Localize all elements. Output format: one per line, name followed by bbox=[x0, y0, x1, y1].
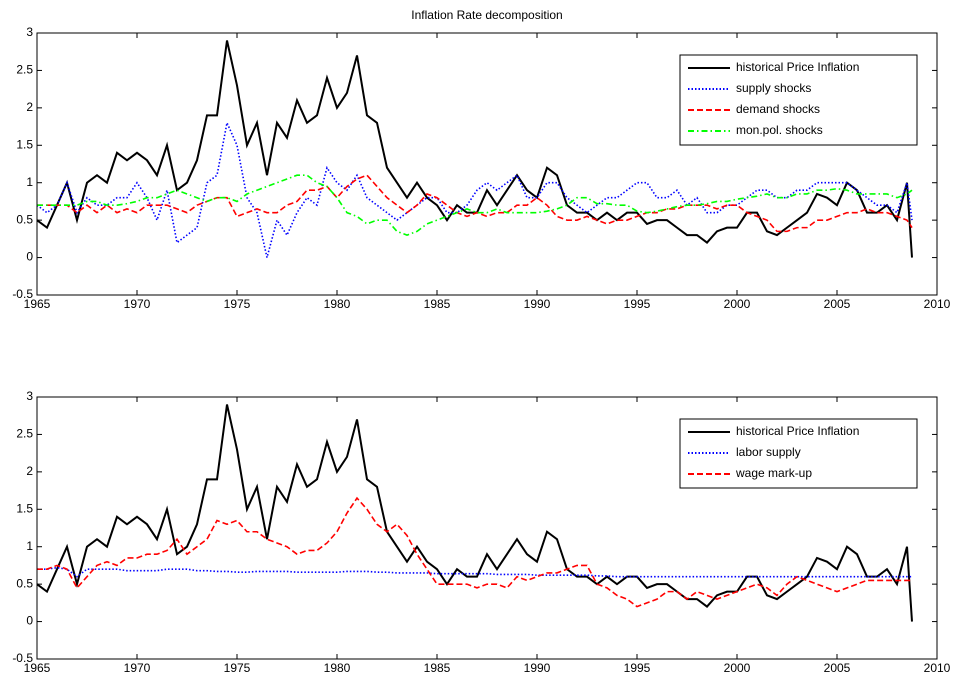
y-tick-label: 1 bbox=[26, 175, 33, 189]
y-tick-label: 2.5 bbox=[16, 63, 33, 77]
x-tick-label: 1975 bbox=[224, 661, 251, 675]
legend-label: labor supply bbox=[736, 445, 801, 459]
x-tick-label: 1980 bbox=[324, 297, 351, 311]
x-tick-label: 2000 bbox=[724, 297, 751, 311]
legend-label: mon.pol. shocks bbox=[736, 123, 823, 137]
y-tick-label: 1.5 bbox=[16, 501, 33, 515]
series-line bbox=[37, 174, 913, 236]
y-tick-label: 3 bbox=[26, 389, 33, 403]
x-tick-label: 1975 bbox=[224, 297, 251, 311]
y-tick-label: 0 bbox=[26, 250, 33, 264]
x-tick-label: 1965 bbox=[24, 297, 51, 311]
legend-label: wage mark-up bbox=[735, 466, 812, 480]
x-tick-label: 2000 bbox=[724, 661, 751, 675]
x-tick-label: 1995 bbox=[624, 297, 651, 311]
x-tick-label: 2010 bbox=[924, 661, 951, 675]
x-tick-label: 1965 bbox=[24, 661, 51, 675]
axes-box bbox=[36, 32, 938, 296]
x-tick-label: 1990 bbox=[524, 297, 551, 311]
legend-label: demand shocks bbox=[736, 102, 820, 116]
y-tick-label: 2.5 bbox=[16, 427, 33, 441]
chart-title: Inflation Rate decomposition bbox=[411, 8, 562, 22]
series-line bbox=[36, 120, 913, 258]
y-tick-label: 0.5 bbox=[16, 212, 33, 226]
legend-label: historical Price Inflation bbox=[736, 60, 859, 74]
x-tick-label: 1995 bbox=[624, 661, 651, 675]
x-tick-label: 2005 bbox=[824, 297, 851, 311]
x-tick-label: 2010 bbox=[924, 297, 951, 311]
x-tick-label: 1985 bbox=[424, 661, 451, 675]
y-tick-label: 0 bbox=[26, 614, 33, 628]
y-tick-label: 2 bbox=[26, 100, 33, 114]
x-tick-label: 1970 bbox=[124, 297, 151, 311]
y-tick-label: 1 bbox=[26, 539, 33, 553]
y-tick-label: -0.5 bbox=[12, 287, 33, 301]
x-tick-label: 1970 bbox=[124, 661, 151, 675]
y-tick-label: 2 bbox=[26, 464, 33, 478]
x-tick-label: 1985 bbox=[424, 297, 451, 311]
x-tick-label: 1980 bbox=[324, 661, 351, 675]
y-tick-label: 0.5 bbox=[16, 576, 33, 590]
series-line bbox=[37, 174, 913, 233]
legend-label: historical Price Inflation bbox=[736, 424, 859, 438]
x-tick-label: 1990 bbox=[524, 661, 551, 675]
series-line bbox=[37, 496, 912, 608]
y-tick-label: 1.5 bbox=[16, 137, 33, 151]
legend-label: supply shocks bbox=[736, 81, 811, 95]
x-tick-label: 2005 bbox=[824, 661, 851, 675]
y-tick-label: -0.5 bbox=[12, 651, 33, 665]
y-tick-label: 3 bbox=[26, 25, 33, 39]
axes-box bbox=[36, 396, 938, 660]
series-line bbox=[37, 566, 912, 578]
